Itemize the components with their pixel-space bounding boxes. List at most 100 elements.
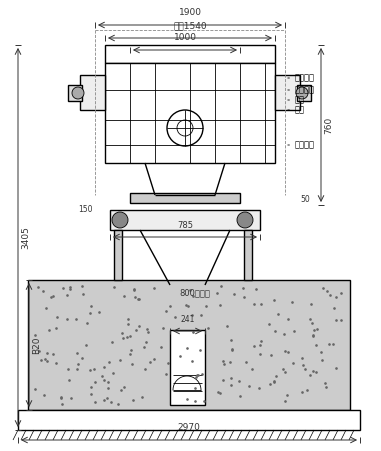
Point xyxy=(121,293,127,300)
Point xyxy=(216,302,223,309)
Circle shape xyxy=(296,87,308,99)
Circle shape xyxy=(112,212,128,228)
Point xyxy=(192,397,198,405)
Point xyxy=(194,371,200,378)
Point xyxy=(104,394,110,401)
Point xyxy=(288,298,295,305)
Point xyxy=(236,378,242,385)
Text: 2970: 2970 xyxy=(178,423,200,432)
Point xyxy=(309,300,315,308)
Point xyxy=(257,350,263,358)
Point xyxy=(78,282,85,290)
Point xyxy=(253,286,259,293)
Point xyxy=(203,303,209,310)
Point xyxy=(167,303,173,310)
Point xyxy=(182,301,189,308)
Point xyxy=(275,311,281,318)
Point xyxy=(338,290,344,297)
Point xyxy=(291,328,297,335)
Point xyxy=(163,370,169,377)
Text: 3405: 3405 xyxy=(21,226,30,249)
Point xyxy=(131,286,137,294)
Point xyxy=(101,364,107,371)
Point xyxy=(256,384,263,391)
Point xyxy=(300,361,306,368)
Point xyxy=(282,368,288,375)
Point xyxy=(271,297,277,304)
Point xyxy=(68,394,74,401)
Point xyxy=(184,396,190,403)
Point xyxy=(195,372,201,379)
Point xyxy=(139,393,145,400)
Point xyxy=(92,398,98,405)
Point xyxy=(227,359,233,366)
Text: 1000: 1000 xyxy=(173,33,197,42)
Point xyxy=(282,347,288,354)
Point xyxy=(290,359,296,367)
Point xyxy=(243,359,250,366)
Point xyxy=(75,360,81,368)
Point xyxy=(333,364,339,372)
Bar xyxy=(297,85,311,101)
Point xyxy=(105,384,111,391)
Point xyxy=(310,333,316,340)
Point xyxy=(285,315,291,322)
Bar xyxy=(80,75,105,110)
Point xyxy=(128,346,134,354)
Point xyxy=(151,355,157,363)
Point xyxy=(145,328,151,335)
Point xyxy=(309,319,315,327)
Point xyxy=(88,390,94,397)
Point xyxy=(87,367,93,374)
Point xyxy=(221,360,227,368)
Point xyxy=(91,365,97,372)
Point xyxy=(133,327,139,334)
Point xyxy=(284,391,290,398)
Point xyxy=(141,344,147,351)
Point xyxy=(50,293,56,300)
Point xyxy=(190,293,196,300)
Point xyxy=(323,383,329,391)
Point xyxy=(121,383,127,391)
Point xyxy=(245,383,251,390)
Point xyxy=(320,285,326,292)
Text: 小车: 小车 xyxy=(288,96,305,105)
Bar xyxy=(18,410,360,430)
Point xyxy=(110,370,117,377)
Point xyxy=(267,380,274,387)
Point xyxy=(172,313,178,320)
Point xyxy=(108,399,114,406)
Point xyxy=(36,347,42,354)
Point xyxy=(67,283,74,290)
Point xyxy=(45,357,51,364)
Point xyxy=(32,332,38,339)
Point xyxy=(136,295,142,303)
Point xyxy=(227,382,234,389)
Point xyxy=(61,284,67,291)
Circle shape xyxy=(237,212,253,228)
Point xyxy=(120,334,126,341)
Text: 减机: 减机 xyxy=(288,106,305,115)
Point xyxy=(66,365,72,372)
Point xyxy=(42,355,48,363)
Point xyxy=(299,388,305,396)
Point xyxy=(117,356,123,364)
Point xyxy=(302,365,308,372)
Point xyxy=(197,347,203,354)
Point xyxy=(199,370,205,377)
Point xyxy=(184,344,190,351)
Point xyxy=(333,293,339,300)
Point xyxy=(304,387,310,394)
Point xyxy=(327,291,333,299)
Point xyxy=(309,367,315,374)
Point xyxy=(67,285,74,292)
Point xyxy=(131,285,138,293)
Point xyxy=(142,366,148,373)
Text: 150: 150 xyxy=(78,206,92,215)
Point xyxy=(241,294,247,301)
Point xyxy=(280,366,287,373)
Text: 明流水管: 明流水管 xyxy=(288,141,315,149)
Point xyxy=(35,284,41,291)
Point xyxy=(193,374,199,381)
Point xyxy=(130,397,136,404)
